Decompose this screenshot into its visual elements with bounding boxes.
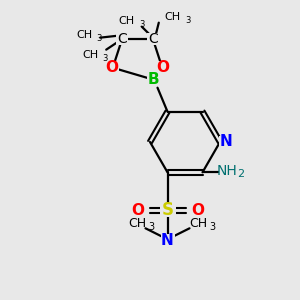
FancyBboxPatch shape [130, 204, 145, 217]
FancyBboxPatch shape [160, 203, 176, 217]
Text: B: B [148, 72, 159, 87]
Text: 3: 3 [139, 20, 145, 29]
Text: CH: CH [128, 217, 147, 230]
FancyBboxPatch shape [160, 234, 175, 247]
FancyBboxPatch shape [156, 61, 170, 74]
Text: 3: 3 [185, 16, 190, 25]
Text: CH: CH [165, 12, 181, 22]
Text: 2: 2 [237, 169, 244, 179]
Text: O: O [131, 203, 144, 218]
Text: C: C [117, 32, 127, 46]
Text: O: O [191, 203, 204, 218]
Text: S: S [161, 201, 173, 219]
Text: 3: 3 [97, 34, 102, 43]
Text: NH: NH [216, 164, 237, 178]
FancyBboxPatch shape [146, 73, 161, 86]
Text: 3: 3 [209, 222, 216, 232]
FancyBboxPatch shape [105, 61, 119, 74]
Text: C: C [148, 32, 158, 46]
Text: O: O [157, 60, 170, 75]
Text: CH: CH [189, 217, 208, 230]
Text: 3: 3 [148, 222, 154, 232]
FancyBboxPatch shape [219, 136, 233, 148]
FancyBboxPatch shape [116, 33, 128, 45]
Text: N: N [161, 233, 174, 248]
Text: CH: CH [82, 50, 98, 60]
Text: N: N [220, 134, 232, 149]
FancyBboxPatch shape [218, 166, 242, 179]
FancyBboxPatch shape [190, 204, 205, 217]
Text: CH: CH [119, 16, 135, 26]
Text: CH: CH [76, 30, 92, 40]
FancyBboxPatch shape [147, 33, 159, 45]
Text: O: O [105, 60, 118, 75]
Text: 3: 3 [103, 54, 108, 63]
